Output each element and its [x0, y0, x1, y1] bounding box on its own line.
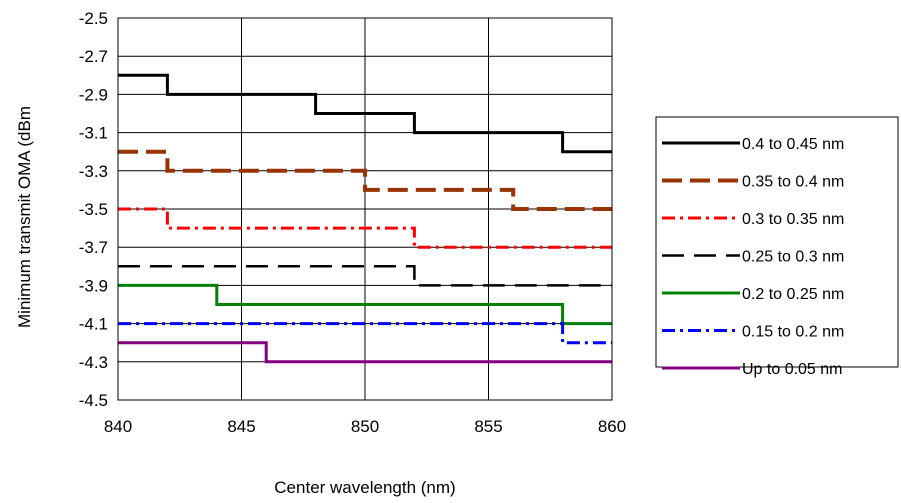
y-tick-label: -3.3	[79, 162, 108, 181]
y-tick-label: -4.1	[79, 315, 108, 334]
legend-label-7: Up to 0.05 nm	[742, 361, 843, 378]
y-axis-label: Minimum transmit OMA (dBm	[15, 106, 34, 328]
series-line-6	[118, 322, 612, 345]
legend-label-2: 0.35 to 0.4 nm	[742, 174, 844, 191]
x-tick-label: 860	[598, 417, 626, 436]
x-tick-label: 850	[351, 417, 379, 436]
x-tick-label: 845	[227, 417, 255, 436]
y-tick-label: -3.7	[79, 238, 108, 257]
y-tick-label: -3.5	[79, 200, 108, 219]
legend: 0.4 to 0.45 nm 0.35 to 0.4 nm 0.3 to 0.35 …	[655, 116, 899, 378]
series-line-4	[118, 265, 612, 287]
legend-label-5: 0.2 to 0.25 nm	[742, 286, 844, 303]
legend-label-4: 0.25 to 0.3 nm	[742, 249, 844, 266]
y-tick-labels: -2.5 -2.7 -2.9 -3.1 -3.3 -3.5 -3.7 -3.9 -4.1 -4.3…	[79, 9, 108, 410]
y-tick-label: -3.9	[79, 276, 108, 295]
legend-label-6: 0.15 to 0.2 nm	[742, 324, 844, 341]
series-line-3	[118, 207, 612, 249]
x-tick-label: 855	[474, 417, 502, 436]
legend-box	[655, 116, 899, 368]
series-layer	[118, 73, 612, 364]
y-tick-label: -2.5	[79, 9, 108, 28]
y-tick-label: -3.1	[79, 124, 108, 143]
y-tick-label: -4.3	[79, 353, 108, 372]
x-tick-label: 840	[104, 417, 132, 436]
y-tick-label: -2.9	[79, 85, 108, 104]
y-tick-label: -2.7	[79, 47, 108, 66]
y-tick-label: -4.5	[79, 391, 108, 410]
series-line-7	[118, 341, 612, 364]
x-axis-label: Center wavelength (nm)	[274, 478, 455, 497]
series-line-5	[118, 283, 612, 326]
legend-label-3: 0.3 to 0.35 nm	[742, 211, 844, 228]
series-line-2	[118, 149, 612, 211]
series-line-1	[118, 73, 612, 154]
plot-frame	[117, 17, 613, 401]
x-tick-labels: 840 845 850 855 860	[104, 417, 626, 436]
legend-label-1: 0.4 to 0.45 nm	[742, 136, 844, 153]
